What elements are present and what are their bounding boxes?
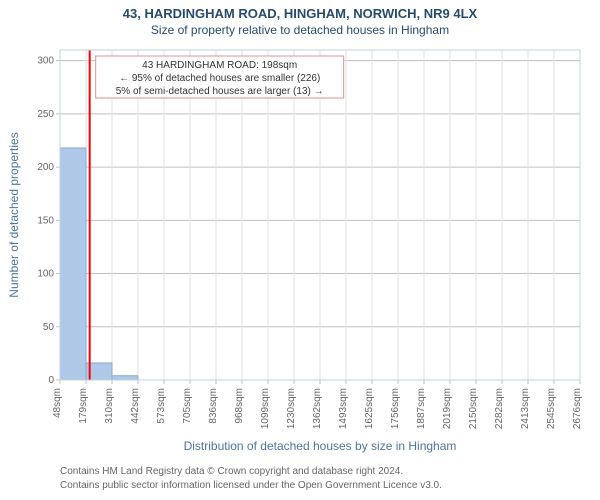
- x-tick-label: 1493sqm: [338, 388, 349, 429]
- annotation-line1: 43 HARDINGHAM ROAD: 198sqm: [142, 60, 297, 71]
- x-tick-label: 836sqm: [208, 388, 219, 424]
- y-tick-label: 250: [37, 109, 54, 120]
- y-tick-label: 0: [48, 375, 54, 386]
- chart-subtitle: Size of property relative to detached ho…: [151, 23, 449, 37]
- x-tick-label: 2676sqm: [572, 388, 583, 429]
- y-tick-label: 200: [37, 162, 54, 173]
- histogram-bar: [60, 148, 86, 380]
- credits-line2: Contains public sector information licen…: [60, 480, 442, 491]
- x-axis-label: Distribution of detached houses by size …: [184, 439, 457, 453]
- x-tick-label: 1887sqm: [416, 388, 427, 429]
- y-tick-label: 150: [37, 215, 54, 226]
- y-tick-label: 100: [37, 269, 54, 280]
- chart-title: 43, HARDINGHAM ROAD, HINGHAM, NORWICH, N…: [123, 6, 478, 21]
- x-tick-label: 1362sqm: [312, 388, 323, 429]
- x-tick-label: 2545sqm: [546, 388, 557, 429]
- credits-line1: Contains HM Land Registry data © Crown c…: [60, 466, 403, 477]
- x-tick-label: 179sqm: [78, 388, 89, 424]
- x-tick-label: 48sqm: [52, 388, 63, 418]
- x-tick-label: 1099sqm: [260, 388, 271, 429]
- x-tick-label: 442sqm: [130, 388, 141, 424]
- x-tick-label: 310sqm: [104, 388, 115, 424]
- y-axis-label: Number of detached properties: [7, 132, 21, 297]
- x-tick-label: 1625sqm: [364, 388, 375, 429]
- property-size-chart: { "title": "43, HARDINGHAM ROAD, HINGHAM…: [0, 0, 600, 500]
- x-tick-label: 2019sqm: [442, 388, 453, 429]
- x-tick-label: 2413sqm: [520, 388, 531, 429]
- annotation-line2: ← 95% of detached houses are smaller (22…: [119, 73, 320, 84]
- x-tick-label: 1230sqm: [286, 388, 297, 429]
- x-tick-label: 1756sqm: [390, 388, 401, 429]
- annotation-line3: 5% of semi-detached houses are larger (1…: [116, 86, 324, 97]
- x-tick-label: 705sqm: [182, 388, 193, 424]
- x-tick-label: 2282sqm: [494, 388, 505, 429]
- chart-svg: 0 50 100 150 200 250 300 48sqm 179sqm 310sqm 442sq…: [0, 0, 600, 500]
- y-tick-label: 50: [43, 322, 55, 333]
- histogram-bar: [112, 376, 138, 380]
- x-tick-label: 573sqm: [156, 388, 167, 424]
- x-tick-label: 2150sqm: [468, 388, 479, 429]
- y-tick-label: 300: [37, 56, 54, 67]
- x-tick-label: 968sqm: [234, 388, 245, 424]
